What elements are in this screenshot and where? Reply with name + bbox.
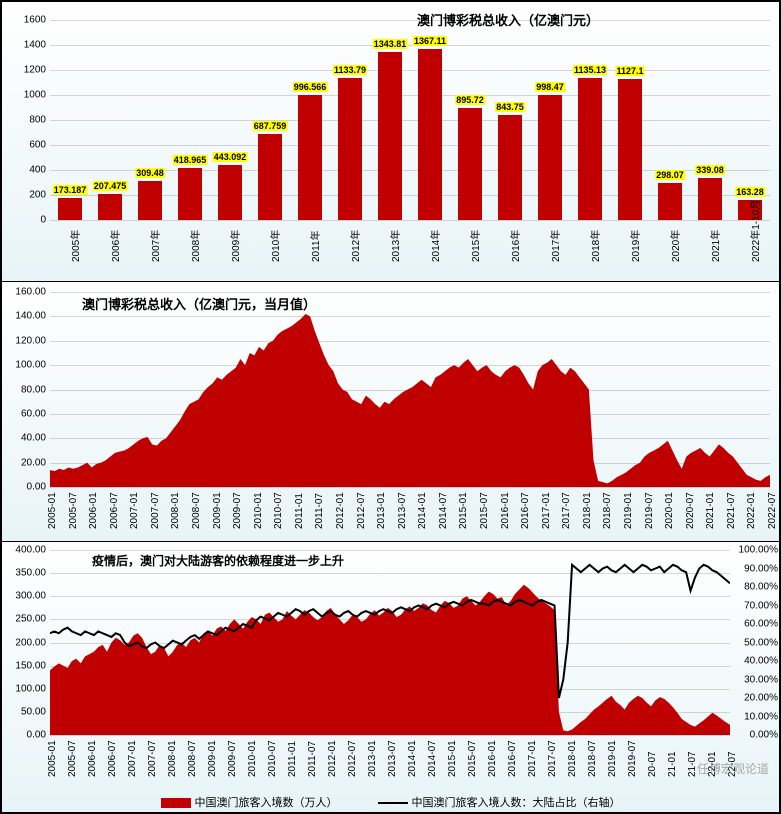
bar	[418, 49, 441, 220]
bar	[98, 194, 121, 220]
chart3-legend: 中国澳门旅客入境数（万人） 中国澳门旅客入境人数：大陆占比（右轴）	[2, 794, 779, 810]
bar	[618, 79, 641, 220]
bar-value-label: 1367.11	[413, 36, 447, 46]
bar	[58, 198, 81, 220]
bar-value-label: 418.965	[173, 155, 208, 165]
bar	[218, 165, 241, 220]
bar-value-label: 998.47	[535, 82, 565, 92]
chart3-plot: 0.0050.00100.00150.00200.00250.00300.003…	[50, 550, 730, 735]
bar-value-label: 298.07	[655, 170, 685, 180]
bar-value-label: 1135.13	[573, 65, 607, 75]
bar-value-label: 207.475	[93, 181, 128, 191]
bar	[178, 168, 201, 220]
legend-label: 中国澳门旅客入境数（万人）	[195, 797, 338, 809]
bar-value-label: 996.566	[293, 82, 328, 92]
legend-item: 中国澳门旅客入境人数：大陆占比（右轴）	[378, 794, 621, 810]
bar-value-label: 173.187	[53, 185, 88, 195]
bar	[378, 52, 401, 220]
chart2-plot: 0.0020.0040.0060.0080.00100.00120.00140.…	[50, 292, 770, 487]
bar-value-label: 687.759	[253, 121, 288, 131]
bar	[538, 95, 561, 220]
bar-value-label: 1343.81	[373, 39, 408, 49]
bar	[658, 183, 681, 220]
bar	[338, 78, 361, 220]
bar-value-label: 1127.1	[615, 66, 644, 76]
bar-value-label: 843.75	[495, 102, 525, 112]
chart3-svg	[50, 550, 730, 735]
chart1-plot: 02004006008001000120014001600173.1872005…	[50, 20, 770, 220]
bar	[578, 78, 601, 220]
chart3-visitors: 疫情后，澳门对大陆游客的依赖程度进一步上升 0.0050.00100.00150…	[2, 542, 779, 812]
chart1-annual-revenue: 澳门博彩税总收入（亿澳门元） 0200400600800100012001400…	[2, 2, 779, 282]
chart2-monthly-revenue: 澳门博彩税总收入（亿澳门元，当月值） 0.0020.0040.0060.0080…	[2, 282, 779, 542]
chart-container: 澳门博彩税总收入（亿澳门元） 0200400600800100012001400…	[0, 0, 781, 814]
bar	[458, 108, 481, 220]
bar	[298, 95, 321, 220]
bar-value-label: 339.08	[695, 165, 725, 175]
watermark: 任博宏观论道	[697, 760, 769, 777]
bar	[498, 115, 521, 220]
bar-value-label: 309.48	[135, 168, 165, 178]
legend-item: 中国澳门旅客入境数（万人）	[161, 794, 338, 810]
bar	[138, 181, 161, 220]
bar-value-label: 163.28	[735, 187, 765, 197]
bar	[258, 134, 281, 220]
bar	[698, 178, 721, 220]
bar-value-label: 895.72	[455, 95, 485, 105]
bar-value-label: 1133.79	[333, 65, 367, 75]
chart2-area	[50, 292, 770, 487]
bar-value-label: 443.092	[213, 152, 248, 162]
legend-label: 中国澳门旅客入境人数：大陆占比（右轴）	[412, 797, 621, 809]
